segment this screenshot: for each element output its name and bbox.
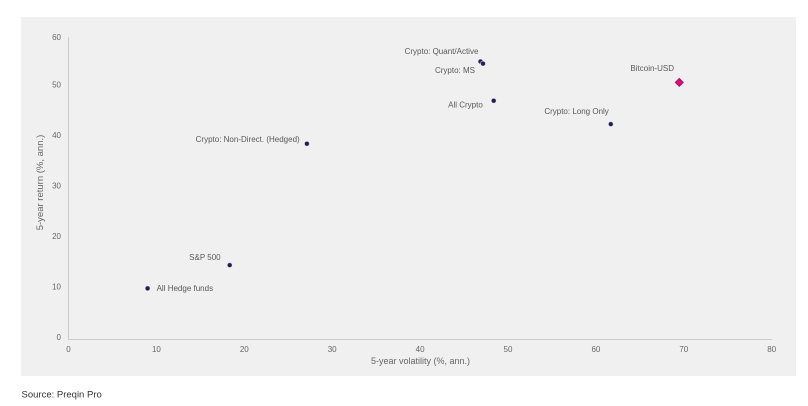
svg-text:5-year return (%, ann.): 5-year return (%, ann.) bbox=[35, 135, 46, 231]
svg-text:60: 60 bbox=[591, 345, 600, 354]
svg-text:20: 20 bbox=[240, 345, 249, 354]
svg-text:All Crypto: All Crypto bbox=[448, 101, 483, 110]
svg-text:Bitcoin-USD: Bitcoin-USD bbox=[630, 64, 674, 73]
svg-text:5-year volatility (%, ann.): 5-year volatility (%, ann.) bbox=[371, 356, 470, 366]
svg-text:Crypto: MS: Crypto: MS bbox=[435, 66, 475, 75]
svg-text:50: 50 bbox=[504, 345, 513, 354]
svg-text:0: 0 bbox=[57, 333, 62, 342]
svg-text:80: 80 bbox=[767, 345, 776, 354]
svg-text:70: 70 bbox=[679, 345, 688, 354]
svg-text:S&P 500: S&P 500 bbox=[189, 253, 221, 262]
svg-text:10: 10 bbox=[152, 345, 161, 354]
svg-text:30: 30 bbox=[52, 181, 61, 190]
svg-text:0: 0 bbox=[66, 345, 71, 354]
svg-text:30: 30 bbox=[328, 345, 337, 354]
svg-text:60: 60 bbox=[52, 33, 61, 42]
svg-text:All Hedge funds: All Hedge funds bbox=[157, 284, 213, 293]
svg-text:Source: Preqin Pro: Source: Preqin Pro bbox=[22, 390, 102, 401]
svg-text:40: 40 bbox=[416, 345, 425, 354]
svg-text:Crypto: Non-Direct. (Hedged): Crypto: Non-Direct. (Hedged) bbox=[196, 135, 300, 144]
svg-text:Crypto: Quant/Active: Crypto: Quant/Active bbox=[405, 47, 479, 56]
svg-text:40: 40 bbox=[52, 131, 61, 140]
svg-text:20: 20 bbox=[52, 232, 61, 241]
svg-text:Crypto: Long Only: Crypto: Long Only bbox=[544, 107, 608, 116]
svg-text:10: 10 bbox=[52, 282, 61, 291]
svg-text:50: 50 bbox=[52, 80, 61, 89]
